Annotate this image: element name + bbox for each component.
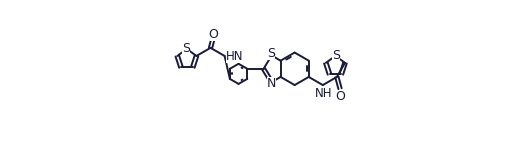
Text: NH: NH [315,87,332,100]
Text: HN: HN [226,50,243,63]
Text: S: S [267,47,275,60]
Text: S: S [332,49,340,62]
Text: O: O [336,90,346,103]
Text: N: N [267,77,276,90]
Text: O: O [209,28,219,41]
Text: S: S [182,42,190,55]
